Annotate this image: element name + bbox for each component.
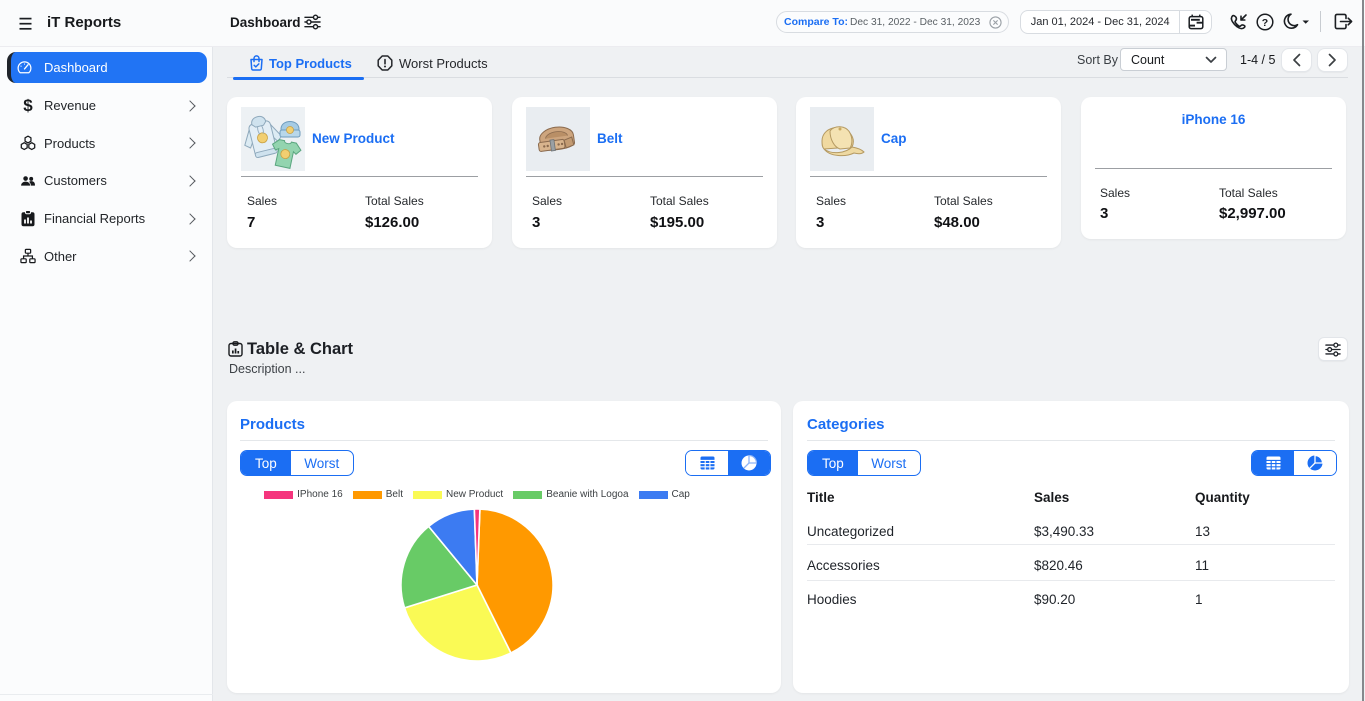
svg-text:?: ? <box>1262 17 1268 29</box>
